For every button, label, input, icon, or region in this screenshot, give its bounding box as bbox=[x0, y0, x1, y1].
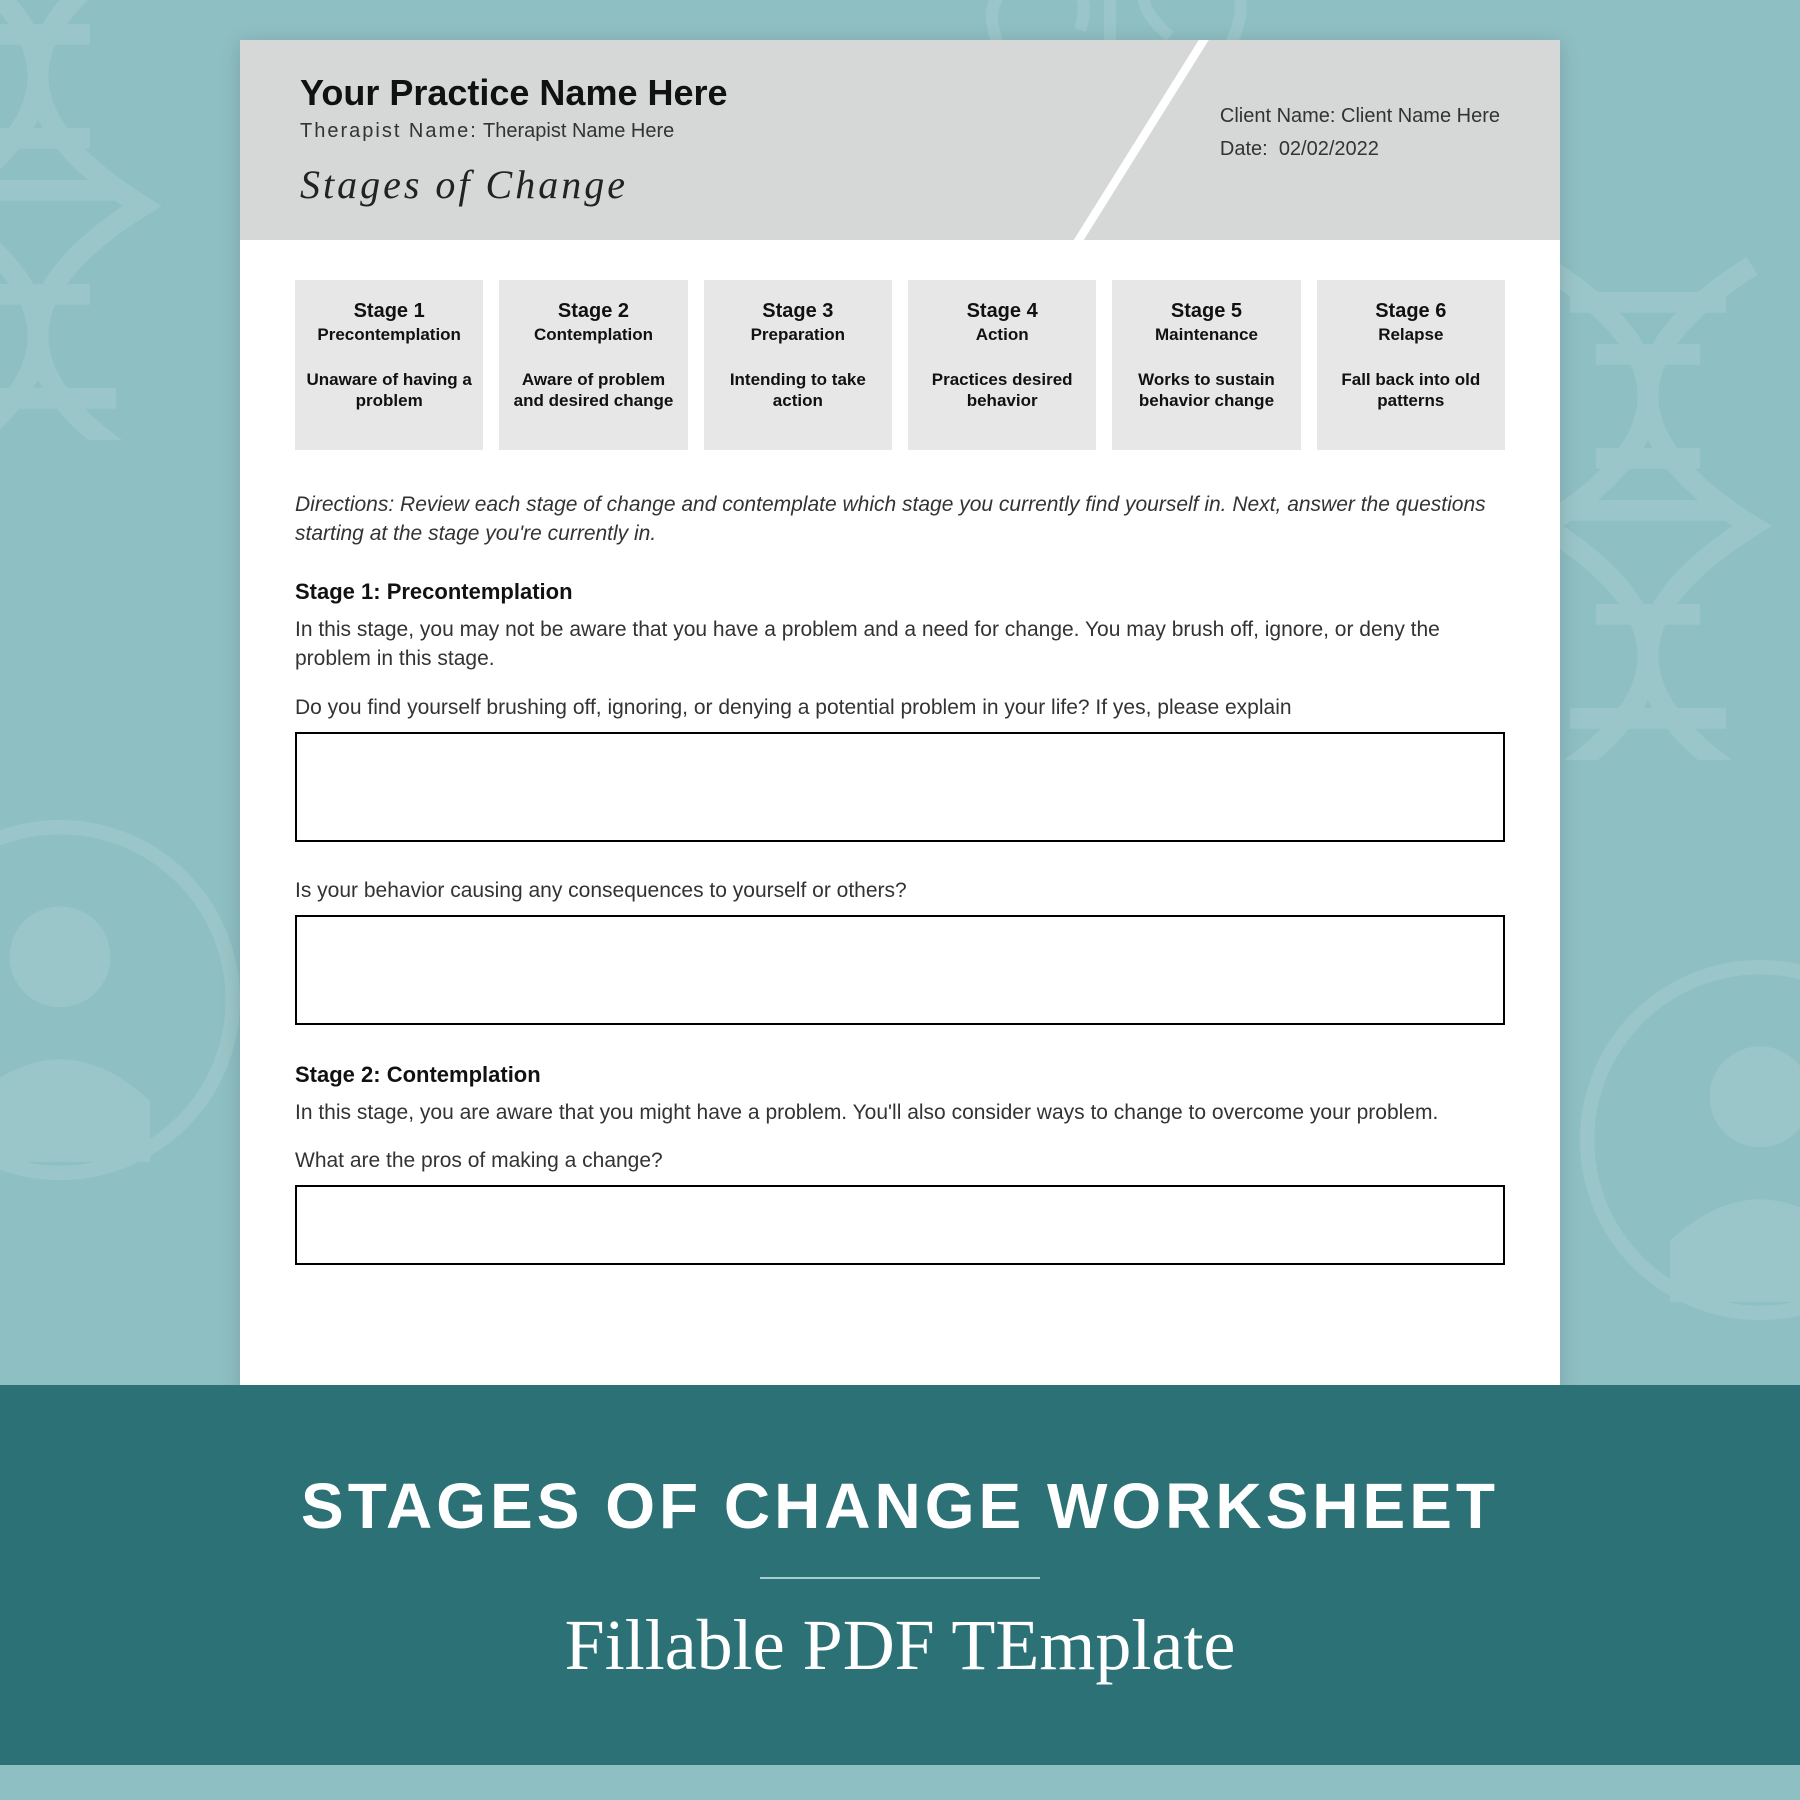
date-value: 02/02/2022 bbox=[1279, 138, 1379, 160]
answer-field-2[interactable] bbox=[295, 915, 1505, 1025]
promo-banner: STAGES OF CHANGE WORKSHEET Fillable PDF … bbox=[0, 1385, 1800, 1765]
practice-name: Your Practice Name Here bbox=[300, 72, 728, 114]
section-description: In this stage, you may not be aware that… bbox=[295, 615, 1505, 674]
answer-field-3[interactable] bbox=[295, 1185, 1505, 1265]
document-title: Stages of Change bbox=[300, 161, 728, 208]
section-2: Stage 2: Contemplation In this stage, yo… bbox=[295, 1062, 1505, 1270]
section-1: Stage 1: Precontemplation In this stage,… bbox=[295, 579, 1505, 1062]
stage-subtitle: Aware of problem and desired change bbox=[509, 369, 677, 412]
stage-number: Stage 3 bbox=[762, 300, 833, 323]
stage-box-2: Stage 2 Contemplation Aware of problem a… bbox=[499, 280, 687, 450]
stage-box-5: Stage 5 Maintenance Works to sustain beh… bbox=[1112, 280, 1300, 450]
header-right: Client Name: Client Name Here Date: 02/0… bbox=[1220, 105, 1500, 171]
date-label: Date: bbox=[1220, 138, 1268, 160]
stage-subtitle: Works to sustain behavior change bbox=[1122, 369, 1290, 412]
stage-subtitle: Unaware of having a problem bbox=[305, 369, 473, 412]
page-header: Your Practice Name Here Therapist Name: … bbox=[240, 40, 1560, 240]
stage-number: Stage 5 bbox=[1171, 300, 1242, 323]
question-text: Do you find yourself brushing off, ignor… bbox=[295, 696, 1505, 720]
person-watermark-icon bbox=[0, 820, 240, 1180]
client-value: Client Name Here bbox=[1341, 105, 1500, 127]
stage-box-3: Stage 3 Preparation Intending to take ac… bbox=[704, 280, 892, 450]
answer-field-1[interactable] bbox=[295, 732, 1505, 842]
stage-box-4: Stage 4 Action Practices desired behavio… bbox=[908, 280, 1096, 450]
client-line: Client Name: Client Name Here bbox=[1220, 105, 1500, 128]
stage-number: Stage 1 bbox=[354, 300, 425, 323]
page-body: Stage 1 Precontemplation Unaware of havi… bbox=[240, 240, 1560, 1270]
stage-subtitle: Fall back into old patterns bbox=[1327, 369, 1495, 412]
banner-divider bbox=[760, 1577, 1040, 1579]
stage-box-1: Stage 1 Precontemplation Unaware of havi… bbox=[295, 280, 483, 450]
therapist-value: Therapist Name Here bbox=[483, 120, 674, 142]
stage-name: Preparation bbox=[751, 325, 845, 345]
section-description: In this stage, you are aware that you mi… bbox=[295, 1098, 1505, 1127]
client-label: Client Name: bbox=[1220, 105, 1336, 127]
stage-name: Relapse bbox=[1378, 325, 1443, 345]
banner-title: STAGES OF CHANGE WORKSHEET bbox=[301, 1469, 1499, 1543]
stage-name: Contemplation bbox=[534, 325, 653, 345]
stage-name: Action bbox=[976, 325, 1029, 345]
question-text: Is your behavior causing any consequence… bbox=[295, 879, 1505, 903]
question-text: What are the pros of making a change? bbox=[295, 1149, 1505, 1173]
stage-subtitle: Practices desired behavior bbox=[918, 369, 1086, 412]
therapist-label: Therapist Name: bbox=[300, 120, 478, 142]
person-watermark-icon bbox=[1580, 960, 1800, 1320]
date-line: Date: 02/02/2022 bbox=[1220, 138, 1500, 161]
stage-name: Maintenance bbox=[1155, 325, 1258, 345]
header-left: Your Practice Name Here Therapist Name: … bbox=[300, 72, 728, 208]
stage-number: Stage 2 bbox=[558, 300, 629, 323]
stage-boxes-row: Stage 1 Precontemplation Unaware of havi… bbox=[295, 280, 1505, 450]
banner-subtitle: Fillable PDF TEmplate bbox=[565, 1609, 1236, 1681]
section-title: Stage 2: Contemplation bbox=[295, 1062, 1505, 1088]
therapist-line: Therapist Name: Therapist Name Here bbox=[300, 120, 728, 143]
section-title: Stage 1: Precontemplation bbox=[295, 579, 1505, 605]
stage-number: Stage 6 bbox=[1375, 300, 1446, 323]
stage-number: Stage 4 bbox=[967, 300, 1038, 323]
directions-text: Directions: Review each stage of change … bbox=[295, 490, 1505, 549]
stage-name: Precontemplation bbox=[317, 325, 461, 345]
stage-subtitle: Intending to take action bbox=[714, 369, 882, 412]
stage-box-6: Stage 6 Relapse Fall back into old patte… bbox=[1317, 280, 1505, 450]
